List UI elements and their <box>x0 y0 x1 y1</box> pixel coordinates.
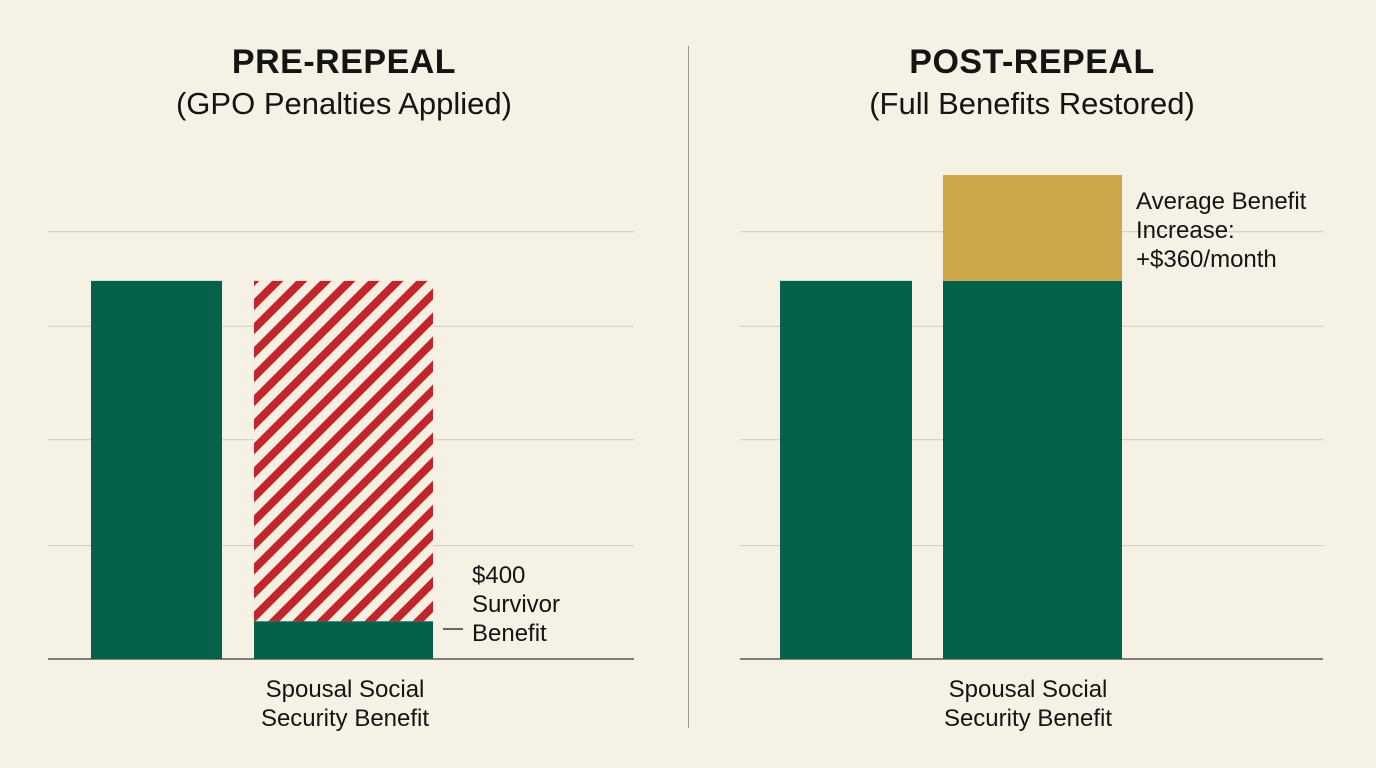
pre-annotation-line: Benefit <box>472 620 547 647</box>
pre-x-axis-label: Spousal Social <box>266 676 425 703</box>
pre-repeal-subtitle: (GPO Penalties Applied) <box>175 86 512 121</box>
post-x-axis-label: Security Benefit <box>944 705 1112 732</box>
pre-bar-2-segment-2 <box>254 280 433 622</box>
post-bar-2-segment-1 <box>943 280 1122 659</box>
post-x-axis-label: Spousal Social <box>949 676 1108 703</box>
post-bar-2-segment-2 <box>943 175 1122 281</box>
post-annotation-line: Increase: <box>1136 217 1235 244</box>
post-repeal-subtitle: (Full Benefits Restored) <box>869 86 1195 121</box>
post-annotation-line: +$360/month <box>1136 246 1277 273</box>
post-bar-1 <box>780 280 912 659</box>
pre-repeal-title: PRE-REPEAL <box>231 43 457 81</box>
panel-divider <box>688 46 689 728</box>
pre-annotation-line: Survivor <box>472 591 560 618</box>
pre-annotation-line: $400 <box>472 562 525 589</box>
pre-bar-2-segment-1 <box>254 621 433 659</box>
pre-bar-1 <box>91 280 222 659</box>
post-repeal-title: POST-REPEAL <box>909 43 1155 81</box>
post-annotation-line: Average Benefit <box>1136 188 1307 215</box>
pre-x-axis-label: Security Benefit <box>261 705 429 732</box>
